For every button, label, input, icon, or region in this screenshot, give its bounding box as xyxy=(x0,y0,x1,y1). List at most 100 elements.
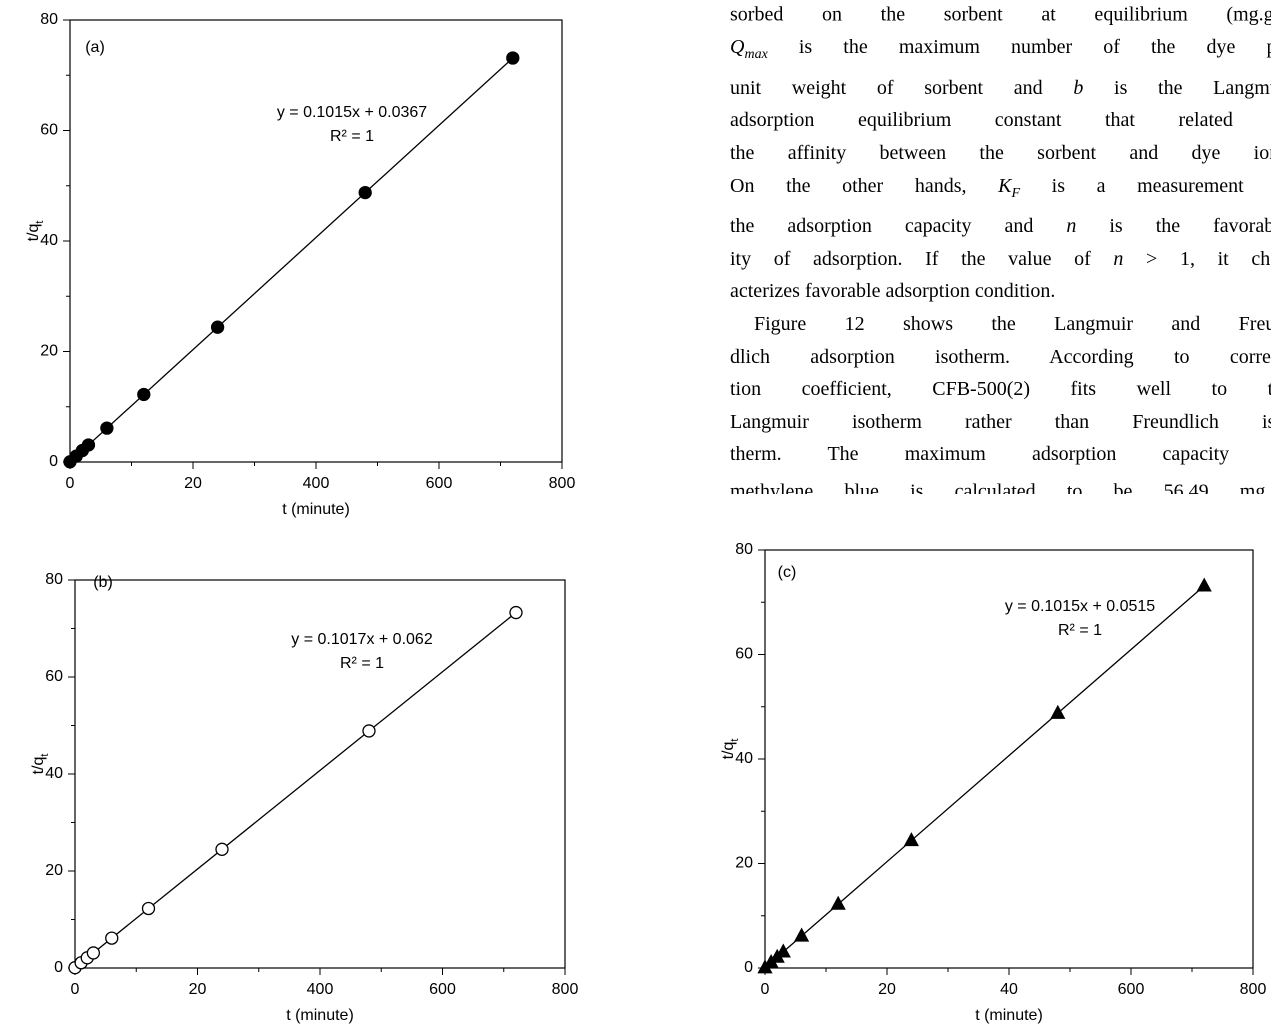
y-tick-label: 40 xyxy=(735,750,753,767)
text-line: ity of adsorption. If the value of n > 1… xyxy=(730,243,1271,276)
y-tick-label: 40 xyxy=(40,232,58,249)
y-tick-label: 20 xyxy=(45,862,63,879)
y-tick-label: 0 xyxy=(744,959,753,976)
text-segment: adsorption equilibrium constant that rel… xyxy=(730,109,1271,132)
y-tick-label: 40 xyxy=(45,765,63,782)
text-segment: acterizes favorable adsorption condition… xyxy=(730,280,1056,303)
x-tick-label: 800 xyxy=(1240,981,1267,998)
text-line: Qmax is the maximum number of the dye pe… xyxy=(730,31,1271,72)
data-point xyxy=(210,320,225,334)
x-tick-label: 800 xyxy=(549,475,576,492)
y-tick-label: 80 xyxy=(40,11,58,28)
text-segment: b xyxy=(1073,76,1084,99)
text-line: dlich adsorption isotherm. According to … xyxy=(730,341,1271,374)
text-segment: therm. The maximum adsorption capacity o… xyxy=(730,443,1271,466)
data-point xyxy=(81,438,96,452)
x-tick-label: 20 xyxy=(189,981,207,998)
y-tick-label: 0 xyxy=(54,959,63,976)
text-line: the affinity between the sorbent and dye… xyxy=(730,137,1271,170)
equation-annotation: y = 0.1015x + 0.0515 xyxy=(1005,598,1155,615)
x-tick-label: 600 xyxy=(426,475,453,492)
x-tick-label: 20 xyxy=(184,475,202,492)
x-tick-label: 0 xyxy=(761,981,770,998)
text-line: Figure 12 shows the Langmuir and Freun- xyxy=(730,308,1271,341)
y-axis-label-sub: t xyxy=(729,739,741,742)
y-tick-label: 20 xyxy=(40,343,58,360)
y-tick-label: 60 xyxy=(40,122,58,139)
text-line: therm. The maximum adsorption capacity o… xyxy=(730,438,1271,471)
text-segment: > 1, it char- xyxy=(1146,247,1271,270)
y-tick-label: 20 xyxy=(735,855,753,872)
y-axis-label-sub: t xyxy=(34,221,46,224)
data-point xyxy=(506,51,520,65)
text-segment: sorbed on the sorbent at equilibrium (mg… xyxy=(730,3,1271,26)
text-segment: tion coefficient, CFB-500(2) fits well t… xyxy=(730,378,1271,401)
data-point xyxy=(362,724,376,738)
text-segment: is the favorabil- xyxy=(1076,215,1271,238)
text-line: adsorption equilibrium constant that rel… xyxy=(730,104,1271,137)
text-segment: F xyxy=(1011,185,1021,201)
text-segment: Q xyxy=(730,36,745,59)
y-axis-label-main: t/q xyxy=(25,224,42,242)
text-line: unit weight of sorbent and b is the Lang… xyxy=(730,72,1271,105)
x-tick-label: 400 xyxy=(303,475,330,492)
text-line: On the other hands, KF is a measurement … xyxy=(730,170,1271,211)
y-tick-label: 60 xyxy=(45,668,63,685)
y-tick-label: 0 xyxy=(49,453,58,470)
body-text: sorbed on the sorbent at equilibrium (mg… xyxy=(730,0,1271,494)
panel-label: (a) xyxy=(85,39,105,56)
data-point xyxy=(215,842,229,856)
text-column: sorbed on the sorbent at equilibrium (mg… xyxy=(730,0,1271,494)
data-point xyxy=(141,901,156,916)
x-axis-label: t (minute) xyxy=(975,1007,1043,1024)
x-tick-label: 800 xyxy=(552,981,579,998)
y-axis-label: t/qt xyxy=(720,739,741,760)
data-point xyxy=(903,832,919,847)
text-segment: n xyxy=(1066,215,1077,238)
y-axis-label-main: t/q xyxy=(30,757,47,775)
y-tick-label: 80 xyxy=(45,571,63,588)
text-segment: is a measurement of xyxy=(1020,174,1271,197)
x-tick-label: 0 xyxy=(66,475,75,492)
text-segment: n xyxy=(1113,247,1124,270)
text-segment: K xyxy=(998,174,1012,197)
data-point xyxy=(358,185,372,200)
text-line: tion coefficient, CFB-500(2) fits well t… xyxy=(730,373,1271,406)
text-segment: Figure 12 shows the Langmuir and Freun- xyxy=(754,313,1271,335)
text-segment: dlich adsorption isotherm. According to … xyxy=(730,345,1271,368)
data-point xyxy=(86,946,101,960)
text-line: the adsorption capacity and n is the fav… xyxy=(730,210,1271,243)
equation-annotation: y = 0.1017x + 0.062 xyxy=(291,631,433,648)
equation-annotation: R² = 1 xyxy=(1058,622,1102,639)
text-segment: is the maximum number of the dye per xyxy=(767,36,1271,59)
text-segment: the adsorption capacity and xyxy=(730,215,1067,238)
text-line: acterizes favorable adsorption condition… xyxy=(730,275,1271,308)
data-point xyxy=(775,943,791,958)
y-tick-label: 60 xyxy=(735,646,753,663)
x-axis-label: t (minute) xyxy=(282,501,350,518)
text-segment: unit weight of sorbent and xyxy=(730,76,1074,99)
data-point xyxy=(100,421,114,435)
y-axis-label: t/qt xyxy=(30,754,51,775)
text-segment: the affinity between the sorbent and dye… xyxy=(730,142,1271,165)
panel-label: (b) xyxy=(93,574,113,591)
x-tick-label: 0 xyxy=(71,981,80,998)
data-point xyxy=(830,895,846,910)
trendline xyxy=(764,585,1205,969)
x-tick-label: 400 xyxy=(307,981,334,998)
x-tick-label: 20 xyxy=(878,981,896,998)
x-tick-label: 600 xyxy=(1118,981,1145,998)
text-line: Langmuir isotherm rather than Freundlich… xyxy=(730,406,1271,439)
y-axis-label: t/qt xyxy=(25,221,46,242)
data-point xyxy=(1050,704,1066,719)
data-point xyxy=(1196,577,1212,592)
x-tick-label: 40 xyxy=(1000,981,1018,998)
panel-label: (c) xyxy=(778,564,797,581)
text-segment: ity of adsorption. If the value of xyxy=(730,247,1114,270)
text-segment: On the other hands, xyxy=(730,174,999,197)
data-point xyxy=(794,927,810,942)
y-tick-label: 80 xyxy=(735,541,753,558)
